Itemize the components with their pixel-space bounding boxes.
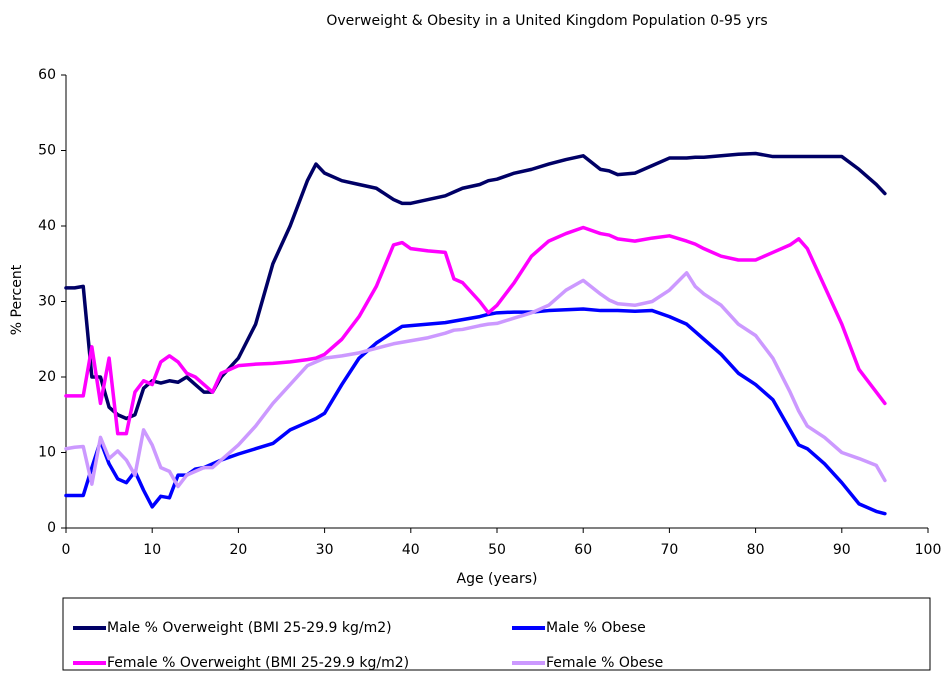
legend-box [62, 597, 931, 671]
x-tick-label: 50 [488, 542, 506, 558]
y-tick-label: 40 [38, 218, 56, 234]
data-line [64, 151, 887, 421]
data-line [64, 307, 887, 516]
x-tick-label: 20 [229, 542, 247, 558]
legend-label: Female % Overweight (BMI 25-29.9 kg/m2) [107, 655, 409, 671]
legend-label: Female % Obese [546, 655, 663, 671]
x-tick-label: 100 [915, 542, 942, 558]
x-tick-label: 0 [62, 542, 71, 558]
chart-title: Overweight & Obesity in a United Kingdom… [326, 13, 767, 29]
y-tick-label: 30 [38, 294, 56, 310]
data-line [64, 271, 887, 489]
y-tick-label: 50 [38, 143, 56, 159]
x-tick-label: 40 [402, 542, 420, 558]
x-axis-label: Age (years) [457, 571, 538, 587]
legend-label: Male % Obese [546, 620, 646, 636]
x-tick-label: 30 [316, 542, 334, 558]
x-tick-label: 80 [747, 542, 765, 558]
x-tick-label: 90 [833, 542, 851, 558]
x-tick-label: 70 [660, 542, 678, 558]
y-tick-label: 0 [47, 520, 56, 536]
legend-label: Male % Overweight (BMI 25-29.9 kg/m2) [107, 620, 392, 636]
x-tick-label: 60 [574, 542, 592, 558]
x-tick-label: 10 [143, 542, 161, 558]
y-axis-label: % Percent [9, 264, 25, 335]
data-line [64, 225, 887, 436]
y-tick-label: 20 [38, 369, 56, 385]
y-tick-label: 10 [38, 445, 56, 461]
y-tick-label: 60 [38, 67, 56, 83]
